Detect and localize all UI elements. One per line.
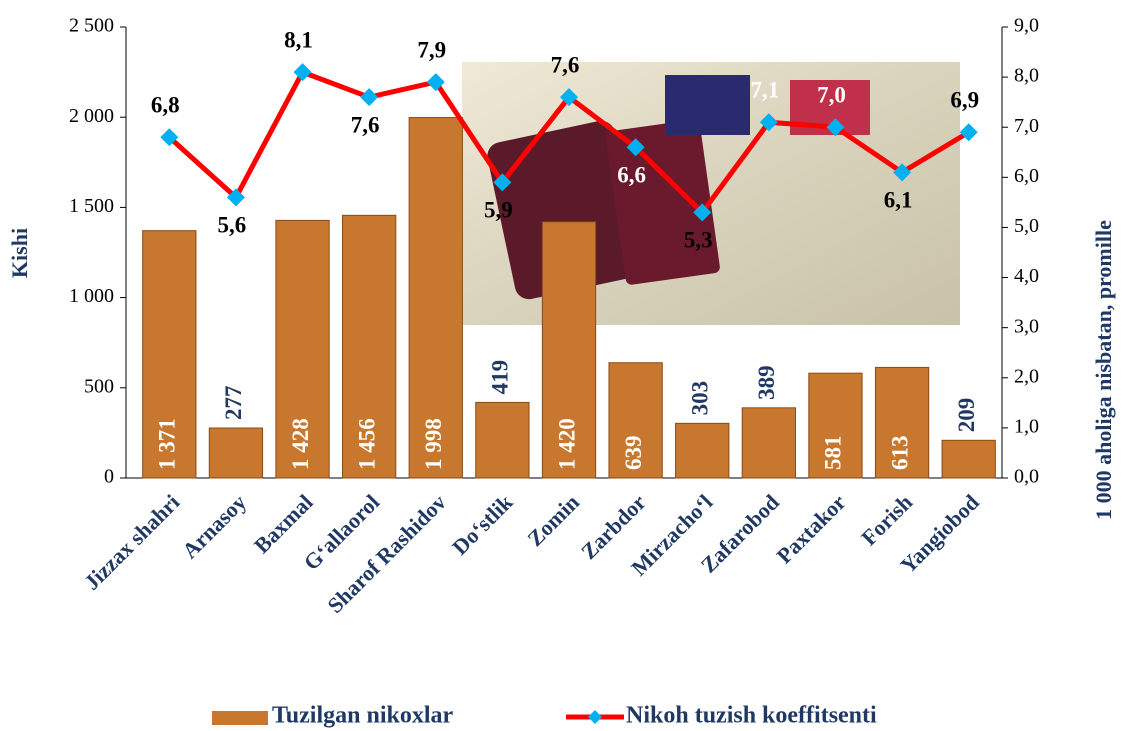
- y-tick-label: 0: [104, 466, 114, 488]
- y2-tick-label: 8,0: [1014, 65, 1039, 87]
- bar-value-label: 1 371: [155, 418, 180, 470]
- bar: [541, 221, 597, 479]
- bar-value-label: 1 420: [554, 418, 579, 470]
- y2-tick-label: 6,0: [1014, 165, 1039, 187]
- bar-value-label: 303: [688, 381, 713, 416]
- marker: [226, 188, 245, 207]
- bar-value-label: 1 428: [288, 418, 313, 470]
- line-value-label: 5,3: [684, 228, 713, 253]
- y-axis-title: Kishi: [7, 228, 32, 278]
- y-tick-label: 2 000: [69, 105, 114, 127]
- y2-tick-label: 4,0: [1014, 265, 1039, 287]
- line-value-label: 5,9: [484, 198, 513, 223]
- x-tick-label: Zomin: [522, 489, 584, 551]
- bar: [342, 214, 397, 479]
- x-tick-label: Paxtakor: [772, 489, 851, 568]
- legend-swatch: [588, 710, 602, 724]
- bar-value-label: 581: [821, 436, 846, 471]
- bar-value-label: 1 456: [354, 418, 379, 470]
- bar-value-label: 639: [621, 436, 646, 471]
- marker: [493, 173, 512, 192]
- marker: [426, 73, 445, 92]
- y2-tick-label: 0,0: [1014, 466, 1039, 488]
- x-tick-label: Arnasoy: [177, 489, 251, 563]
- legend-swatch: [212, 711, 268, 725]
- line-value-label: 7,6: [551, 52, 580, 77]
- y2-tick-label: 5,0: [1014, 215, 1039, 237]
- bar: [808, 372, 863, 479]
- y2-tick-label: 1,0: [1014, 415, 1039, 437]
- legend-label: Tuzilgan nikoxlar: [272, 703, 454, 729]
- marker: [959, 123, 978, 142]
- bar: [741, 407, 796, 479]
- marker: [893, 163, 912, 182]
- bar: [275, 219, 330, 479]
- line-value-label: 5,6: [218, 213, 247, 238]
- bar-value-label: 1 998: [421, 418, 446, 470]
- marker: [693, 203, 712, 222]
- line-value-label: 7,0: [817, 83, 846, 108]
- bar-value-label: 419: [488, 360, 513, 395]
- y2-tick-label: 2,0: [1014, 365, 1039, 387]
- x-tick-label: Sharof Rashidov: [322, 489, 450, 617]
- y-tick-label: 1 000: [69, 285, 114, 307]
- y2-axis-title: 1 000 aholiga nisbatan, promille: [1091, 220, 1116, 520]
- marker: [360, 88, 379, 107]
- marker: [293, 63, 312, 82]
- line-value-label: 6,9: [950, 88, 979, 113]
- line-value-label: 6,1: [884, 188, 913, 213]
- y-tick-label: 2 500: [69, 15, 114, 37]
- legend-label: Nikoh tuzish koeffitsenti: [626, 703, 877, 729]
- marker: [826, 118, 845, 137]
- bar: [408, 117, 463, 479]
- y-tick-label: 500: [84, 375, 114, 397]
- y2-tick-label: 3,0: [1014, 315, 1039, 337]
- bar: [874, 366, 930, 479]
- line-value-label: 7,6: [351, 112, 380, 137]
- line-value-label: 6,6: [617, 163, 646, 188]
- y2-tick-label: 7,0: [1014, 115, 1039, 137]
- bar-value-label: 389: [754, 365, 779, 400]
- line-value-label: 7,1: [750, 77, 779, 102]
- marker: [626, 138, 645, 157]
- marker: [160, 128, 179, 147]
- bar-value-label: 277: [221, 386, 246, 421]
- line-value-label: 7,9: [417, 37, 446, 62]
- line-value-label: 8,1: [284, 27, 313, 52]
- marker: [759, 113, 778, 132]
- y2-tick-label: 9,0: [1014, 15, 1039, 37]
- bar-value-label: 209: [954, 398, 979, 433]
- y-tick-label: 1 500: [69, 195, 114, 217]
- bar: [608, 362, 663, 479]
- x-tick-label: Forish: [856, 489, 917, 550]
- bar: [208, 427, 264, 479]
- x-tick-label: Jizzax shahri: [79, 489, 184, 594]
- bar-value-label: 613: [887, 436, 912, 471]
- bar: [675, 422, 730, 479]
- bar: [475, 401, 530, 479]
- x-tick-label: Do‘stlik: [447, 489, 518, 560]
- marker: [560, 88, 578, 107]
- bar: [142, 230, 197, 479]
- bar: [941, 439, 996, 479]
- line-value-label: 6,8: [151, 93, 180, 118]
